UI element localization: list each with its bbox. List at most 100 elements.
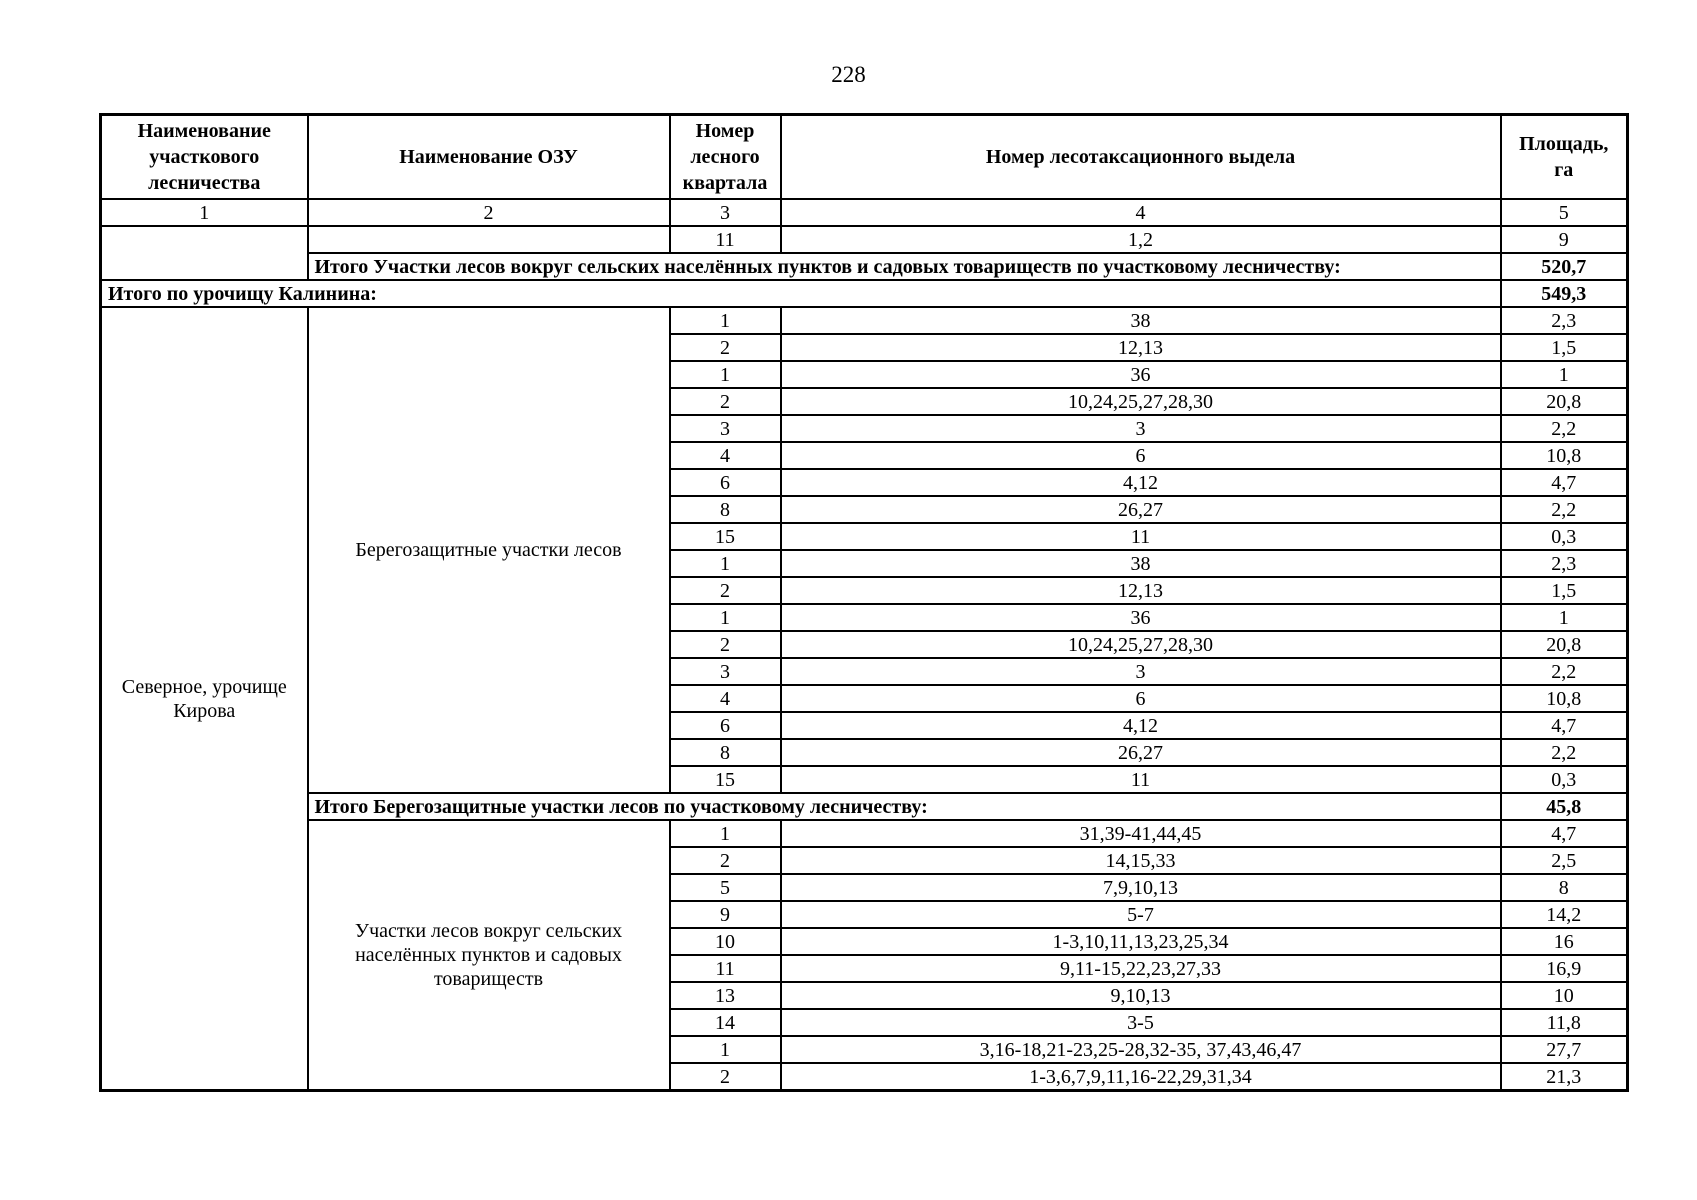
vydel-cell: 1,2: [779, 225, 1502, 254]
table-row: Участки лесов вокруг сельских населённых…: [101, 819, 1629, 1092]
vydel-cell: 36: [779, 360, 1502, 389]
vydel-cell: 12,13: [779, 333, 1502, 362]
table-row: 3 3 2,2: [101, 414, 1629, 443]
table-row: 9 5-7 14,2: [101, 900, 1629, 929]
column-number: 1: [99, 198, 309, 227]
header-row: Наименование участкового лесничества Наи…: [99, 113, 1629, 200]
total-row: Итого по урочищу Калинина: 549,3: [99, 279, 1629, 308]
column-numbers-row: 1 2 3 4 5: [99, 198, 1629, 227]
area-cell: 11,8: [1499, 1008, 1629, 1037]
vydel-cell: 11: [779, 522, 1502, 551]
column-number: 2: [306, 198, 671, 227]
area-cell: 2,2: [1499, 414, 1629, 443]
area-cell: 10,8: [1499, 684, 1629, 713]
total-label-cell: Итого Участки лесов вокруг сельских насе…: [306, 252, 1502, 281]
quarter-cell: 1: [668, 360, 782, 389]
quarter-cell: 6: [668, 711, 782, 740]
ozu-name-cell: Участки лесов вокруг сельских населённых…: [306, 819, 671, 1092]
table-row: 5 7,9,10,13 8: [101, 873, 1629, 902]
vydel-cell: 36: [779, 603, 1502, 632]
quarter-cell: 2: [668, 333, 782, 362]
area-cell: 2,2: [1499, 657, 1629, 686]
table-row: 4 6 10,8: [101, 441, 1629, 470]
vydel-cell: 1-3,6,7,9,11,16-22,29,31,34: [779, 1062, 1502, 1092]
empty-ozu-cell: [306, 225, 671, 254]
table-row: 11 1,2 9: [99, 225, 1629, 281]
quarter-cell: 11: [668, 954, 782, 983]
vydel-cell: 11: [779, 765, 1502, 794]
total-row: Итого Берегозащитные участки лесов по уч…: [101, 792, 1629, 821]
quarter-cell: 2: [668, 576, 782, 605]
vydel-cell: 31,39-41,44,45: [779, 819, 1502, 848]
table-row: Северное, урочище Кирова Берегозащитные у…: [99, 306, 1629, 1092]
vydel-cell: 6: [779, 684, 1502, 713]
vydel-cell: 5-7: [779, 900, 1502, 929]
column-number: 3: [668, 198, 782, 227]
table-row: 1 36 1: [101, 360, 1629, 389]
vydel-cell: 26,27: [779, 495, 1502, 524]
area-cell: 4,7: [1499, 468, 1629, 497]
area-cell: 1: [1499, 603, 1629, 632]
col-header-area: Площадь, га: [1499, 113, 1629, 200]
quarter-cell: 2: [668, 387, 782, 416]
table-row: 2 12,13 1,5: [101, 576, 1629, 605]
table-row: 2 14,15,33 2,5: [101, 846, 1629, 875]
vydel-cell: 10,24,25,27,28,30: [779, 387, 1502, 416]
quarter-cell: 1: [668, 549, 782, 578]
quarter-cell: 1: [668, 306, 782, 335]
area-cell: 1,5: [1499, 333, 1629, 362]
col-header-quarter: Номер лесного квартала: [668, 113, 782, 200]
quarter-cell: 1: [668, 819, 782, 848]
vydel-cell: 4,12: [779, 468, 1502, 497]
area-cell: 16: [1499, 927, 1629, 956]
quarter-cell: 11: [668, 225, 782, 254]
quarter-cell: 2: [668, 1062, 782, 1092]
vydel-cell: 9,10,13: [779, 981, 1502, 1010]
quarter-cell: 1: [668, 603, 782, 632]
quarter-cell: 6: [668, 468, 782, 497]
quarter-cell: 15: [668, 765, 782, 794]
col-header-vydel: Номер лесотаксационного выдела: [779, 113, 1502, 200]
table-row: 10 1-3,10,11,13,23,25,34 16: [101, 927, 1629, 956]
area-cell: 0,3: [1499, 522, 1629, 551]
quarter-cell: 14: [668, 1008, 782, 1037]
quarter-cell: 2: [668, 846, 782, 875]
area-cell: 16,9: [1499, 954, 1629, 983]
vydel-cell: 1-3,10,11,13,23,25,34: [779, 927, 1502, 956]
quarter-cell: 8: [668, 738, 782, 767]
area-cell: 4,7: [1499, 819, 1629, 848]
quarter-cell: 3: [668, 657, 782, 686]
empty-forestry-cell: [99, 225, 309, 281]
vydel-cell: 38: [779, 306, 1502, 335]
table-row: 3 3 2,2: [101, 657, 1629, 686]
area-cell: 4,7: [1499, 711, 1629, 740]
area-cell: 2,2: [1499, 738, 1629, 767]
area-cell: 9: [1499, 225, 1629, 254]
table-row: 2 10,24,25,27,28,30 20,8: [101, 387, 1629, 416]
vydel-cell: 12,13: [779, 576, 1502, 605]
quarter-cell: 1: [668, 1035, 782, 1064]
column-number: 5: [1499, 198, 1629, 227]
area-cell: 14,2: [1499, 900, 1629, 929]
vydel-cell: 3: [779, 414, 1502, 443]
total-area-cell: 45,8: [1499, 792, 1629, 821]
table-row: 8 26,27 2,2: [101, 738, 1629, 767]
table-row: 1 38 2,3: [101, 549, 1629, 578]
col-header-ozu: Наименование ОЗУ: [306, 113, 671, 200]
vydel-cell: 9,11-15,22,23,27,33: [779, 954, 1502, 983]
table-row: 2 1-3,6,7,9,11,16-22,29,31,34 21,3: [101, 1062, 1629, 1092]
area-cell: 1,5: [1499, 576, 1629, 605]
area-cell: 2,2: [1499, 495, 1629, 524]
vydel-cell: 14,15,33: [779, 846, 1502, 875]
vydel-cell: 6: [779, 441, 1502, 470]
table-row: 2 12,13 1,5: [101, 333, 1629, 362]
table-row: 1 3,16-18,21-23,25-28,32-35, 37,43,46,47 2…: [101, 1035, 1629, 1064]
vydel-cell: 38: [779, 549, 1502, 578]
col-header-forestry: Наименование участкового лесничества: [99, 113, 309, 200]
quarter-cell: 4: [668, 441, 782, 470]
area-cell: 8: [1499, 873, 1629, 902]
table-row: 6 4,12 4,7: [101, 711, 1629, 740]
table-row: 6 4,12 4,7: [101, 468, 1629, 497]
area-cell: 27,7: [1499, 1035, 1629, 1064]
